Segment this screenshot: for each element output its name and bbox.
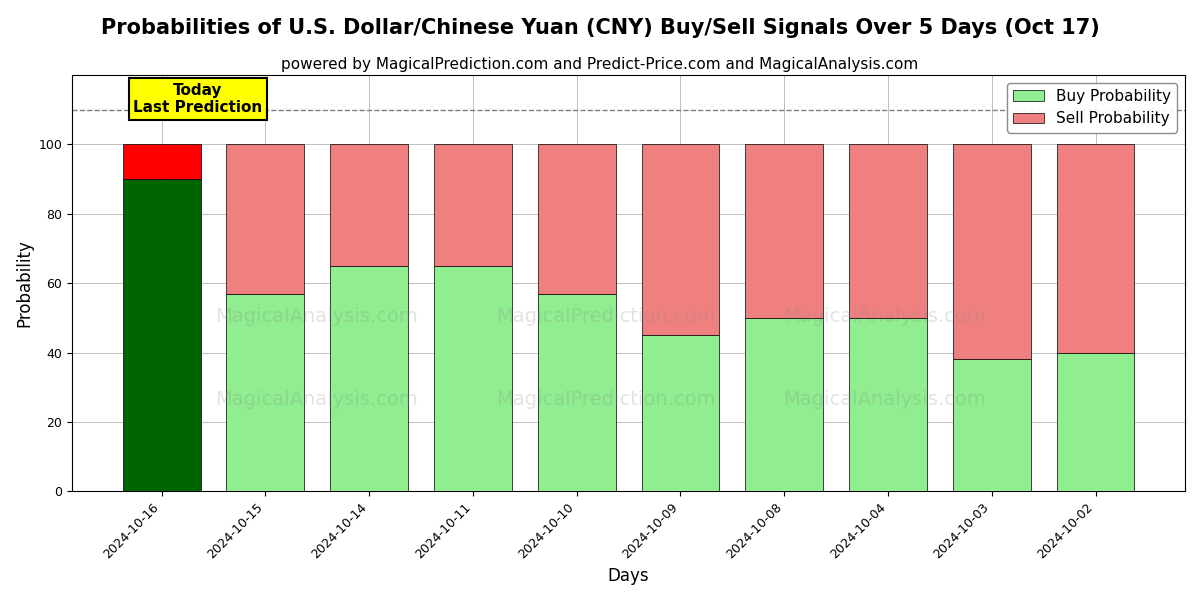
- Bar: [538, 293, 616, 491]
- Bar: [745, 145, 823, 318]
- Bar: [850, 318, 926, 491]
- Bar: [953, 359, 1031, 491]
- X-axis label: Days: Days: [607, 567, 649, 585]
- Text: MagicalAnalysis.com: MagicalAnalysis.com: [216, 307, 419, 326]
- Text: MagicalPrediction.com: MagicalPrediction.com: [497, 390, 716, 409]
- Text: Probabilities of U.S. Dollar/Chinese Yuan (CNY) Buy/Sell Signals Over 5 Days (Oc: Probabilities of U.S. Dollar/Chinese Yua…: [101, 18, 1099, 38]
- Bar: [122, 179, 200, 491]
- Bar: [538, 145, 616, 293]
- Bar: [850, 145, 926, 318]
- Bar: [745, 318, 823, 491]
- Bar: [642, 145, 719, 335]
- Bar: [227, 145, 305, 293]
- Text: Today
Last Prediction: Today Last Prediction: [133, 83, 263, 115]
- Bar: [953, 145, 1031, 359]
- Bar: [227, 293, 305, 491]
- Text: MagicalAnalysis.com: MagicalAnalysis.com: [216, 390, 419, 409]
- Bar: [434, 266, 512, 491]
- Bar: [330, 145, 408, 266]
- Bar: [330, 266, 408, 491]
- Text: MagicalPrediction.com: MagicalPrediction.com: [497, 307, 716, 326]
- Bar: [1056, 145, 1134, 353]
- Bar: [122, 145, 200, 179]
- Legend: Buy Probability, Sell Probability: Buy Probability, Sell Probability: [1007, 83, 1177, 133]
- Bar: [642, 335, 719, 491]
- Bar: [434, 145, 512, 266]
- Text: powered by MagicalPrediction.com and Predict-Price.com and MagicalAnalysis.com: powered by MagicalPrediction.com and Pre…: [281, 57, 919, 72]
- Y-axis label: Probability: Probability: [16, 239, 34, 327]
- Text: MagicalAnalysis.com: MagicalAnalysis.com: [784, 390, 986, 409]
- Text: MagicalAnalysis.com: MagicalAnalysis.com: [784, 307, 986, 326]
- Bar: [1056, 353, 1134, 491]
